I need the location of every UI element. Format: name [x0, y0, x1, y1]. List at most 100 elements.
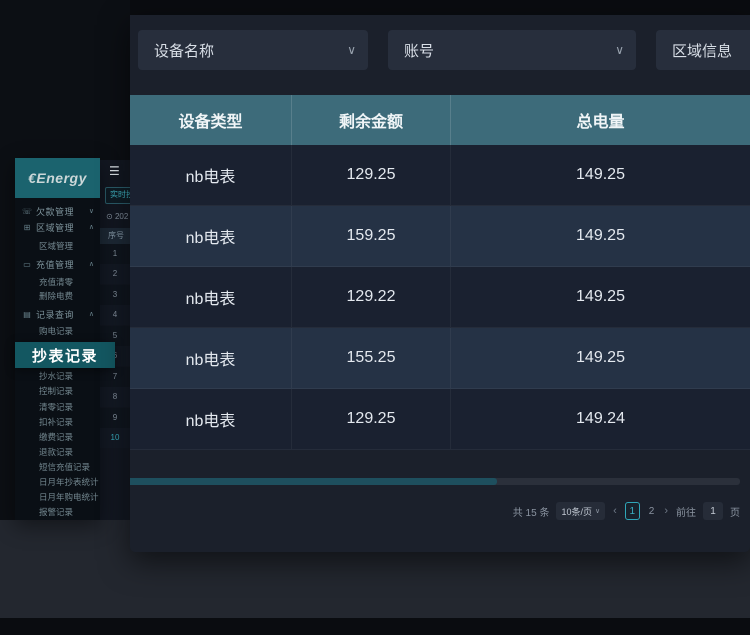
table-row[interactable]: nb电表 155.25 149.25: [130, 328, 750, 389]
table-row-index[interactable]: 1: [100, 244, 130, 264]
dropdown-label: 设备名称: [154, 42, 215, 60]
table-row[interactable]: nb电表 129.22 149.25: [130, 267, 750, 328]
cell-remaining-amount: 129.22: [292, 267, 451, 327]
sidebar-item-purchase-statistics[interactable]: 日月年购电统计: [39, 492, 99, 502]
recharge-icon: ▭: [23, 259, 31, 269]
prev-page-button[interactable]: ‹: [613, 505, 617, 517]
cell-remaining-amount: 159.25: [292, 206, 451, 266]
chevron-up-icon: ∧: [88, 311, 94, 318]
table-row[interactable]: nb电表 129.25 149.25: [130, 145, 750, 206]
sidebar-item-region-management[interactable]: ⊞ 区域管理 ∧: [15, 219, 100, 235]
sidebar-item-meter-reading-records-active[interactable]: 抄表记录: [15, 342, 115, 368]
cell-total-energy: 149.25: [576, 349, 625, 366]
device-name-dropdown[interactable]: 设备名称 ∨: [138, 30, 368, 70]
cell-total-energy: 149.24: [576, 410, 625, 427]
page-button-2[interactable]: 2: [648, 505, 655, 517]
cell-device-type: nb电表: [130, 328, 292, 388]
table-row[interactable]: nb电表 159.25 149.25: [130, 206, 750, 267]
app-logo: €Energy: [15, 158, 100, 198]
sidebar-item-refund-records[interactable]: 退款记录: [39, 447, 74, 457]
serial-column-header: 序号: [100, 228, 130, 244]
sidebar-item-arrears-management[interactable]: ☏ 欠款管理 ∨: [15, 203, 100, 219]
horizontal-scrollbar-track[interactable]: [130, 478, 740, 485]
chevron-down-icon: ∨: [594, 508, 601, 515]
pagination: 共 15 条 10条/页 ∨ ‹ 1 2 › 前往 1 页: [513, 501, 740, 521]
sidebar-item-water-reading-records[interactable]: 抄水记录: [39, 371, 74, 381]
records-icon: ▤: [23, 309, 31, 319]
sidebar-item-control-records[interactable]: 控制记录: [39, 386, 74, 396]
table-row-index[interactable]: 7: [100, 367, 130, 387]
jump-label: 前往: [676, 507, 696, 519]
page-size-label: 10条/页: [561, 506, 592, 517]
cell-remaining-amount: 129.25: [292, 145, 451, 205]
table-row-index[interactable]: 5: [100, 326, 130, 346]
sidebar-item-clear-records[interactable]: 清零记录: [39, 402, 74, 412]
dropdown-label: 账号: [404, 42, 435, 60]
pagination-total: 共 15 条: [512, 507, 550, 519]
sidebar-group-label: 充值管理: [36, 259, 75, 270]
cell-total-energy: 149.25: [576, 288, 625, 305]
chevron-down-icon: ∨: [615, 43, 624, 57]
cell-remaining-amount: 155.25: [292, 328, 451, 388]
chevron-up-icon: ∧: [88, 261, 94, 268]
sidebar-item-recharge-clear[interactable]: 充值清零: [39, 277, 74, 287]
region-info-dropdown[interactable]: 区域信息: [656, 30, 750, 70]
cell-device-type: nb电表: [130, 206, 292, 266]
column-header-device-type: 设备类型: [130, 95, 292, 145]
sidebar-group-label: 区域管理: [36, 222, 75, 233]
realtime-reading-button[interactable]: 实时抄: [105, 187, 130, 204]
date-picker[interactable]: ⊙ 202: [106, 212, 128, 221]
sidebar: €Energy ☏ 欠款管理 ∨ ⊞ 区域管理 ∧ 区域管理 ▭ 充值管理 ∧ …: [15, 158, 100, 520]
background-window-strip: ☰ 实时抄 ⊙ 202 序号 1 2 3 4 5 6 7 8 9 10: [100, 160, 130, 520]
chevron-up-icon: ∧: [88, 224, 94, 231]
bottom-dark-band: [0, 618, 750, 635]
jump-page-input[interactable]: 1: [703, 502, 723, 520]
sidebar-item-reading-statistics[interactable]: 日月年抄表统计: [39, 477, 99, 487]
sidebar-left-gutter: [0, 160, 15, 520]
next-page-button[interactable]: ›: [664, 505, 668, 517]
table-row-index[interactable]: 2: [100, 264, 130, 284]
table-row-index[interactable]: 3: [100, 285, 130, 305]
sidebar-item-record-query[interactable]: ▤ 记录查询 ∧: [15, 306, 100, 322]
sidebar-item-alarm-records[interactable]: 报警记录: [39, 507, 74, 517]
jump-unit-label: 页: [730, 507, 740, 519]
account-dropdown[interactable]: 账号 ∨: [388, 30, 636, 70]
sidebar-item-region-sub[interactable]: 区域管理: [39, 241, 74, 251]
chevron-down-icon: ∨: [88, 208, 94, 215]
main-panel: 设备名称 ∨ 账号 ∨ 区域信息 设备类型 剩余金额 总电量 nb电表 129.…: [130, 15, 750, 552]
clock-icon: ⊙: [106, 212, 113, 221]
arrears-icon: ☏: [22, 206, 33, 216]
table-row[interactable]: nb电表 129.25 149.24: [130, 389, 750, 450]
table-row-index-current[interactable]: 10: [100, 428, 130, 448]
table-row-index[interactable]: 9: [100, 408, 130, 428]
top-left-dark-region: [0, 0, 130, 160]
horizontal-scrollbar-thumb[interactable]: [130, 478, 497, 485]
cell-device-type: nb电表: [130, 145, 292, 205]
page-size-select[interactable]: 10条/页 ∨: [556, 502, 606, 520]
column-header-total-energy: 总电量: [576, 114, 625, 131]
sidebar-item-payment-records[interactable]: 缴费记录: [39, 432, 74, 442]
sidebar-item-recharge-management[interactable]: ▭ 充值管理 ∧: [15, 256, 100, 272]
cell-remaining-amount: 129.25: [292, 389, 451, 449]
date-text: 202: [114, 212, 129, 221]
cell-total-energy: 149.25: [576, 227, 625, 244]
menu-icon[interactable]: ☰: [109, 164, 120, 178]
sidebar-group-label: 记录查询: [36, 309, 75, 320]
table-header: 设备类型 剩余金额 总电量: [130, 95, 750, 145]
top-dark-band: [0, 0, 750, 15]
sidebar-item-sms-recharge-records[interactable]: 短信充值记录: [39, 462, 91, 472]
sidebar-item-delete-fee[interactable]: 删除电费: [39, 291, 74, 301]
chevron-down-icon: ∨: [347, 43, 356, 57]
sidebar-item-deduction-records[interactable]: 扣补记录: [39, 417, 74, 427]
column-header-remaining-amount: 剩余金额: [292, 95, 451, 145]
cell-device-type: nb电表: [130, 267, 292, 327]
page-button-1[interactable]: 1: [624, 502, 640, 520]
cell-device-type: nb电表: [130, 389, 292, 449]
sidebar-group-label: 欠款管理: [36, 206, 75, 217]
cell-total-energy: 149.25: [576, 166, 625, 183]
dropdown-label: 区域信息: [672, 42, 733, 60]
region-icon: ⊞: [23, 222, 31, 232]
sidebar-item-purchase-records[interactable]: 购电记录: [39, 326, 74, 336]
table-row-index[interactable]: 8: [100, 387, 130, 407]
table-row-index[interactable]: 4: [100, 305, 130, 325]
